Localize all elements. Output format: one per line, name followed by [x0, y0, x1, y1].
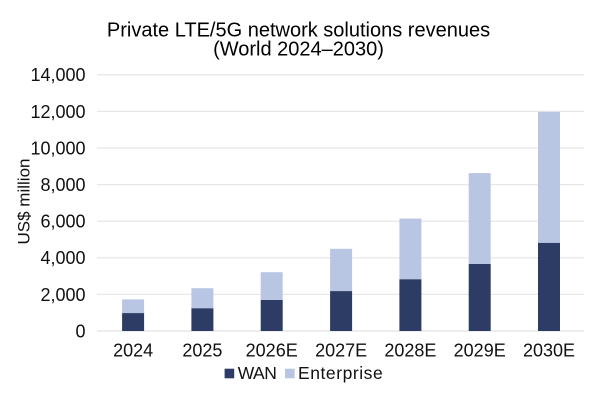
svg-text:2027E: 2027E [315, 341, 367, 361]
svg-text:2026E: 2026E [246, 341, 298, 361]
svg-text:2028E: 2028E [384, 341, 436, 361]
svg-text:Private LTE/5G network solutio: Private LTE/5G network solutions revenue… [107, 20, 490, 42]
svg-text:10,000: 10,000 [30, 138, 85, 158]
svg-text:4,000: 4,000 [40, 248, 85, 268]
svg-text:2024: 2024 [113, 341, 153, 361]
svg-text:2025: 2025 [182, 341, 222, 361]
svg-text:(World 2024–2030): (World 2024–2030) [213, 38, 384, 60]
svg-text:14,000: 14,000 [30, 65, 85, 85]
svg-text:12,000: 12,000 [30, 102, 85, 122]
svg-text:2030E: 2030E [523, 341, 575, 361]
svg-text:2,000: 2,000 [40, 285, 85, 305]
svg-text:US$ million: US$ million [15, 159, 34, 245]
svg-text:0: 0 [75, 321, 85, 341]
svg-text:WAN: WAN [238, 363, 277, 383]
svg-text:Enterprise: Enterprise [298, 363, 383, 383]
svg-text:6,000: 6,000 [40, 212, 85, 232]
svg-text:8,000: 8,000 [40, 175, 85, 195]
svg-text:2029E: 2029E [454, 341, 506, 361]
